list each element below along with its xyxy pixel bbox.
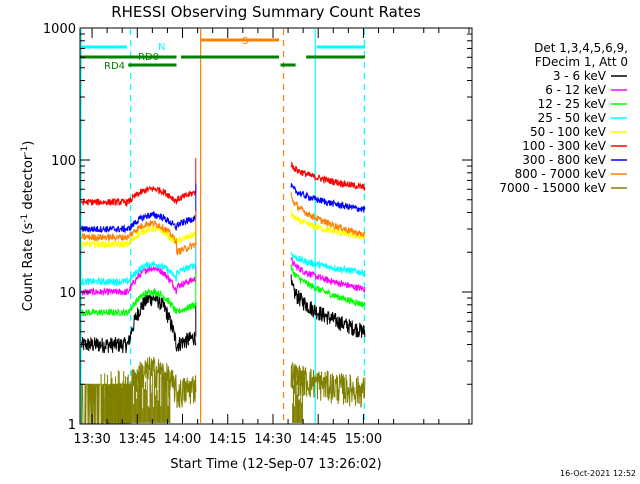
legend-entry-label: 100 - 300 keV <box>522 139 606 153</box>
x-tick-label: 15:00 <box>345 432 382 447</box>
legend-entry-label: 6 - 12 keV <box>545 83 607 97</box>
y-tick-label: 10 <box>59 286 76 301</box>
legend-header-line-2: FDecim 1, Att 0 <box>535 55 628 69</box>
series-trace <box>81 210 197 234</box>
x-tick-label: 13:45 <box>119 432 156 447</box>
legend-entry-label: 800 - 7000 keV <box>515 167 607 181</box>
flag-bar-label: N <box>158 42 165 53</box>
x-tick-label: 13:30 <box>73 432 110 447</box>
x-tick-label: 14:00 <box>164 432 201 447</box>
legend-entry-label: 3 - 6 keV <box>553 69 607 83</box>
flag-bar-label: RD4 <box>104 61 125 72</box>
plot-layer: N S RD0 RD4 <box>80 29 366 425</box>
legend: Det 1,3,4,5,6,9, FDecim 1, Att 0 3 - 6 k… <box>499 41 628 195</box>
y-axis-label: Count Rate (s-1 detector-1) <box>20 141 36 312</box>
y-tick-label: 1 <box>68 418 76 433</box>
series-trace <box>290 257 366 293</box>
series-trace <box>81 220 197 256</box>
series-trace <box>81 259 197 287</box>
legend-entry-label: 50 - 100 keV <box>530 125 607 139</box>
series-trace <box>81 287 197 317</box>
series-trace <box>81 291 197 354</box>
series-trace <box>290 183 366 213</box>
series-trace <box>290 264 366 308</box>
legend-header-line-1: Det 1,3,4,5,6,9, <box>534 41 628 55</box>
series-trace <box>290 274 366 338</box>
series-trace <box>81 186 197 208</box>
legend-entry-label: 12 - 25 keV <box>538 97 607 111</box>
series-trace <box>290 362 366 408</box>
plot-frame <box>79 27 473 425</box>
flag-bar-label: RD0 <box>138 52 159 63</box>
x-tick-label: 14:45 <box>299 432 336 447</box>
x-tick-label: 14:30 <box>254 432 291 447</box>
chart-title: RHESSI Observing Summary Count Rates <box>111 3 421 21</box>
x-tick-label: 14:15 <box>209 432 246 447</box>
y-tick-label: 100 <box>51 154 76 169</box>
series-trace <box>290 252 366 277</box>
legend-entry-label: 7000 - 15000 keV <box>499 181 606 195</box>
render-timestamp: 16-Oct-2021 12:52 <box>560 469 636 478</box>
legend-entry-label: 300 - 800 keV <box>522 153 606 167</box>
y-tick-label: 1000 <box>43 22 76 37</box>
series-trace <box>290 161 366 191</box>
axis-layer: 1 10 100 1000 13:30 13:45 14:00 14:15 14:30 14:45… <box>43 22 472 447</box>
x-axis-label: Start Time (12-Sep-07 13:26:02) <box>170 457 381 472</box>
legend-entry-label: 25 - 50 keV <box>538 111 607 125</box>
flag-bar-label: S <box>242 36 248 47</box>
series-trace <box>290 209 366 241</box>
series-trace <box>290 192 366 238</box>
